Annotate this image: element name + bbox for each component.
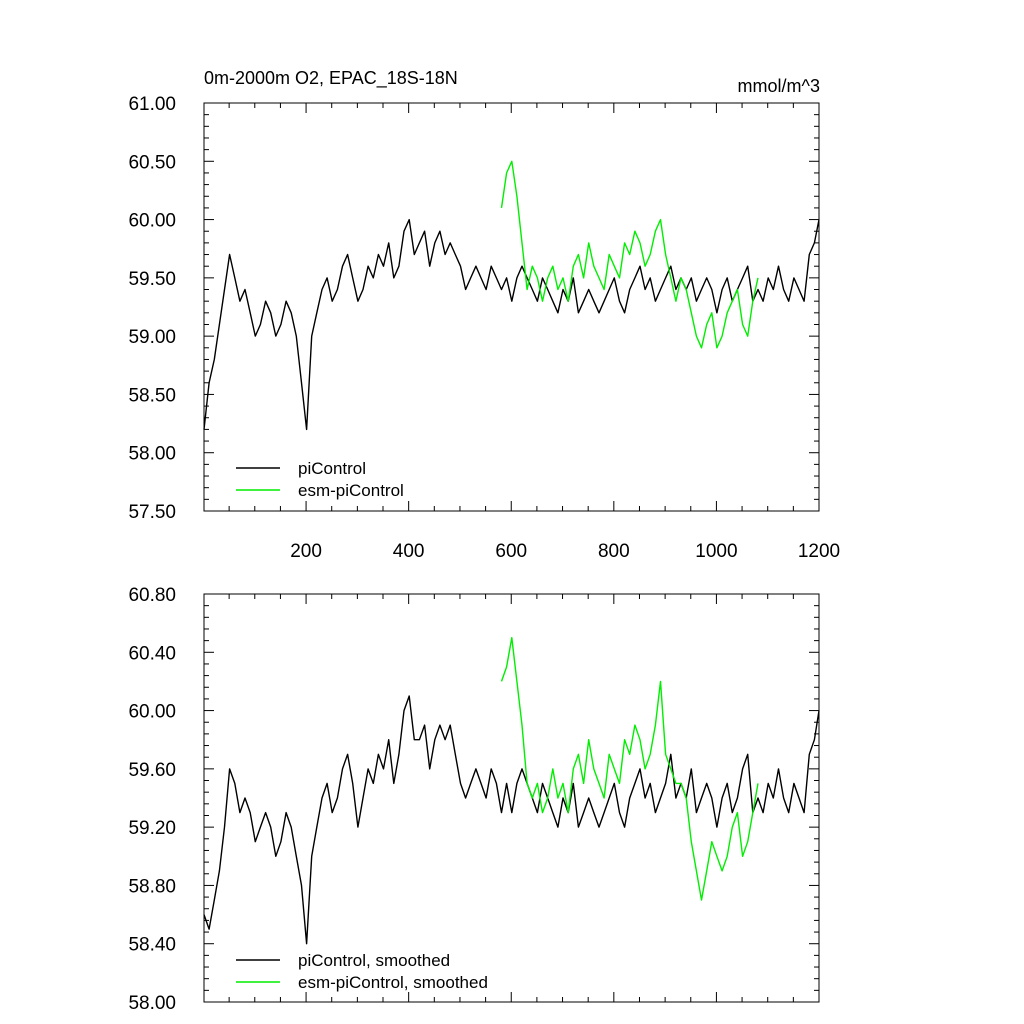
bottom-y-tick-label: 59.20 [128,818,176,839]
top-y-tick-label: 60.00 [128,211,176,232]
bottom-y-tick-label: 60.00 [128,702,176,723]
top-y-tick-label: 60.50 [128,152,176,173]
top-y-tick-label: 61.00 [128,94,176,115]
bottom-panel: 58.00 58.40 58.80 59.20 59.60 60.00 60.40 60.80… [128,585,820,1014]
top-series-line-esm-picontrol [500,160,759,349]
bottom-y-tick-label: 60.80 [128,585,176,606]
bottom-y-tick-label: 59.60 [128,760,176,781]
bottom-plot-frame [203,593,820,1003]
top-panel: 0m-2000m O2, EPAC_18S-18N mmol/m^3 57.50… [128,68,840,562]
top-x-tick-label: 600 [495,541,527,562]
top-y-tick-label: 59.00 [128,327,176,348]
bottom-y-tick-label: 58.00 [128,993,176,1014]
top-legend: piControl esm-piControl [236,459,404,500]
bottom-legend-label-esm-picontrol-smoothed: esm-piControl, smoothed [298,973,488,992]
top-x-tick-label: 200 [290,541,322,562]
top-x-tick-label: 1200 [798,541,840,562]
bottom-axis-ticks: 58.00 58.40 58.80 59.20 59.60 60.00 60.40 60.80 [128,585,820,1014]
top-y-tick-label: 57.50 [128,502,176,523]
top-chart-title: 0m-2000m O2, EPAC_18S-18N [204,68,458,89]
top-chart-units: mmol/m^3 [738,76,820,96]
top-x-tick-label: 400 [393,541,425,562]
bottom-series-line-esm-picontrol [500,637,759,901]
top-y-tick-label: 58.00 [128,444,176,465]
bottom-legend-label-picontrol-smoothed: piControl, smoothed [298,951,450,970]
bottom-y-tick-label: 58.80 [128,876,176,897]
bottom-series-line-picontrol [203,695,820,945]
top-y-tick-label: 59.50 [128,269,176,290]
top-x-tick-label: 800 [598,541,630,562]
bottom-y-tick-label: 60.40 [128,643,176,664]
top-y-tick-label: 58.50 [128,385,176,406]
bottom-series-group [203,637,820,945]
top-series-line-picontrol [203,218,820,431]
top-legend-label-picontrol: piControl [298,459,366,478]
top-x-tick-label: 1000 [695,541,737,562]
top-legend-label-esm-picontrol: esm-piControl [298,481,404,500]
bottom-y-tick-label: 58.40 [128,935,176,956]
top-axis-ticks: 57.50 58.00 58.50 59.00 59.50 60.00 60.50 61.00… [128,94,840,562]
top-plot-frame [203,102,820,512]
top-series-group [203,160,820,431]
bottom-legend: piControl, smoothed esm-piControl, smoot… [236,951,488,992]
